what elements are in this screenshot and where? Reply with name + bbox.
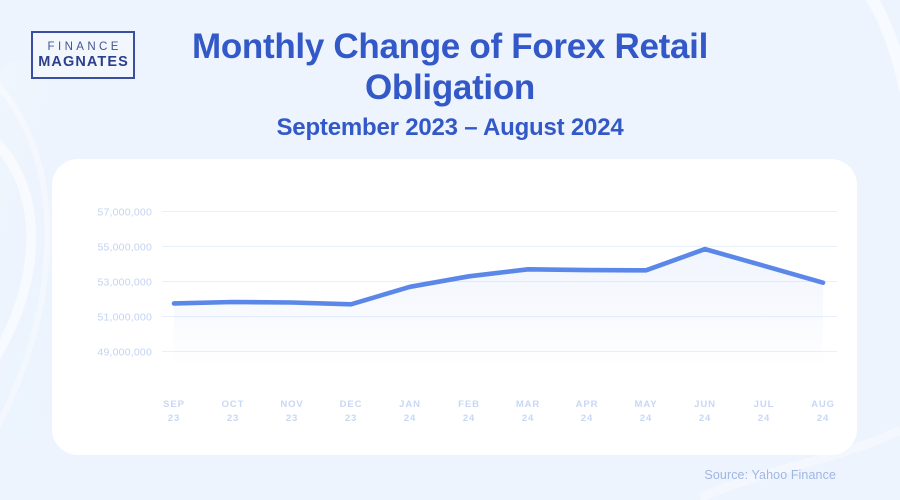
x-axis-tick-month: FEB — [458, 399, 480, 410]
chart-data-line — [171, 246, 826, 307]
y-axis-tick-label: 51,000,000 — [97, 312, 152, 324]
x-axis-tick-year: 24 — [463, 413, 475, 424]
x-axis-tick-year: 24 — [404, 413, 416, 424]
logo-text-magnates: MAGNATES — [38, 53, 129, 70]
x-axis-tick-month: JAN — [399, 399, 421, 410]
area-under-line — [174, 249, 823, 369]
x-axis-tick-month: JUL — [754, 399, 775, 410]
chart-y-axis-labels: 57,000,000 55,000,000 53,000,000 51,000,000… — [97, 207, 152, 359]
x-axis-tick-month: SEP — [163, 399, 185, 410]
x-axis-tick-year: 24 — [522, 413, 534, 424]
x-axis-tick-year: 23 — [345, 413, 357, 424]
y-axis-tick-label: 49,000,000 — [97, 347, 152, 359]
y-axis-tick-label: 55,000,000 — [97, 242, 152, 254]
source-note: Source: Yahoo Finance — [704, 468, 836, 482]
brand-logo: FINANCE MAGNATES — [31, 31, 135, 79]
x-axis-tick-year: 24 — [758, 413, 770, 424]
x-axis-tick-year: 24 — [699, 413, 711, 424]
y-axis-tick-label: 53,000,000 — [97, 277, 152, 289]
page-subtitle: September 2023 – August 2024 — [276, 114, 624, 141]
series-line-forex-retail-obligation — [171, 246, 826, 307]
line-chart: 57,000,000 55,000,000 53,000,000 51,000,000… — [52, 159, 857, 455]
x-axis-tick-month: NOV — [280, 399, 303, 410]
x-axis-tick-year: 24 — [817, 413, 829, 424]
chart-x-axis-labels: SEP 23 OCT 23 NOV 23 DEC 23 JAN 24 FEB 24 MAR 24 APR 24… — [163, 399, 835, 424]
x-axis-tick-year: 24 — [581, 413, 593, 424]
x-axis-tick-month: DEC — [340, 399, 363, 410]
x-axis-tick-year: 23 — [227, 413, 239, 424]
x-axis-tick-year: 24 — [640, 413, 652, 424]
x-axis-tick-month: MAR — [516, 399, 540, 410]
x-axis-tick-month: APR — [576, 399, 599, 410]
logo-text-finance: FINANCE — [47, 40, 122, 53]
x-axis-tick-year: 23 — [286, 413, 298, 424]
x-axis-tick-month: OCT — [222, 399, 245, 410]
x-axis-tick-month: JUN — [694, 399, 716, 410]
x-axis-tick-month: MAY — [635, 399, 658, 410]
y-axis-tick-label: 57,000,000 — [97, 207, 152, 219]
chart-area-fill — [174, 249, 823, 369]
page-title: Monthly Change of Forex Retail Obligatio… — [191, 27, 709, 107]
x-axis-tick-month: AUG — [811, 399, 835, 410]
chart-card: 57,000,000 55,000,000 53,000,000 51,000,000… — [52, 159, 857, 455]
x-axis-tick-year: 23 — [168, 413, 180, 424]
